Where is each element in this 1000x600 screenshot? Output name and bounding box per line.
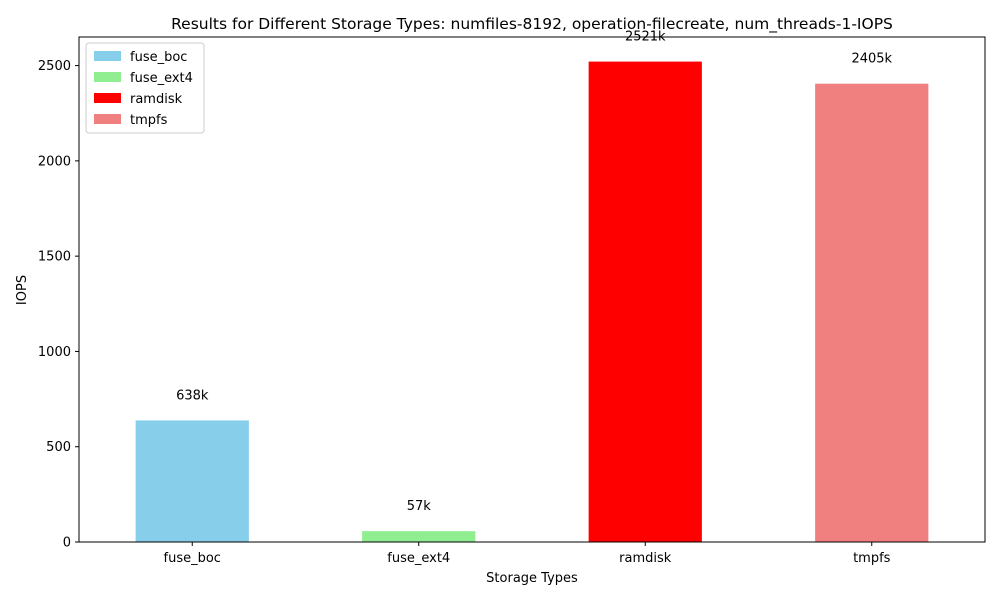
y-tick-label-2000: 2000: [38, 154, 71, 169]
y-axis-label: IOPS: [15, 275, 30, 305]
legend-swatch-ramdisk: [94, 93, 121, 103]
y-tick-label-0: 0: [63, 536, 71, 551]
bar-fuse_ext4: [362, 531, 476, 542]
legend-label-fuse_boc: fuse_boc: [130, 50, 187, 65]
y-tick-label-500: 500: [46, 440, 71, 455]
plot-frame: [78, 36, 986, 543]
legend-box: [85, 42, 205, 134]
chart-title: Results for Different Storage Types: num…: [171, 15, 893, 34]
x-axis: fuse_boc fuse_ext4 ramdisk tmpfs: [164, 542, 891, 566]
x-axis-label: Storage Types: [486, 571, 578, 586]
legend-swatch-fuse_ext4: [94, 72, 121, 82]
y-tick-label-1500: 1500: [38, 250, 71, 265]
data-label-fuse_boc: 638k: [176, 388, 209, 403]
x-tick-label-ramdisk: ramdisk: [619, 551, 672, 566]
legend-label-tmpfs: tmpfs: [130, 113, 168, 128]
bar-fuse_boc: [135, 420, 249, 542]
bars-group: [135, 61, 929, 543]
x-tick-label-fuse_boc: fuse_boc: [164, 551, 221, 566]
x-tick-label-tmpfs: tmpfs: [853, 551, 891, 566]
y-tick-label-2500: 2500: [38, 59, 71, 74]
legend-swatch-fuse_boc: [94, 51, 121, 61]
legend-label-ramdisk: ramdisk: [130, 92, 183, 107]
y-tick-label-1000: 1000: [38, 345, 71, 360]
x-tick-label-fuse_ext4: fuse_ext4: [387, 551, 450, 566]
y-axis: 0 500 1000 1500 2000 2500: [38, 59, 79, 551]
bar-tmpfs: [815, 83, 929, 542]
data-label-fuse_ext4: 57k: [407, 499, 432, 514]
data-label-tmpfs: 2405k: [851, 52, 892, 67]
legend-label-fuse_ext4: fuse_ext4: [130, 71, 193, 86]
legend-swatch-tmpfs: [94, 114, 121, 124]
bar-ramdisk: [588, 61, 702, 543]
